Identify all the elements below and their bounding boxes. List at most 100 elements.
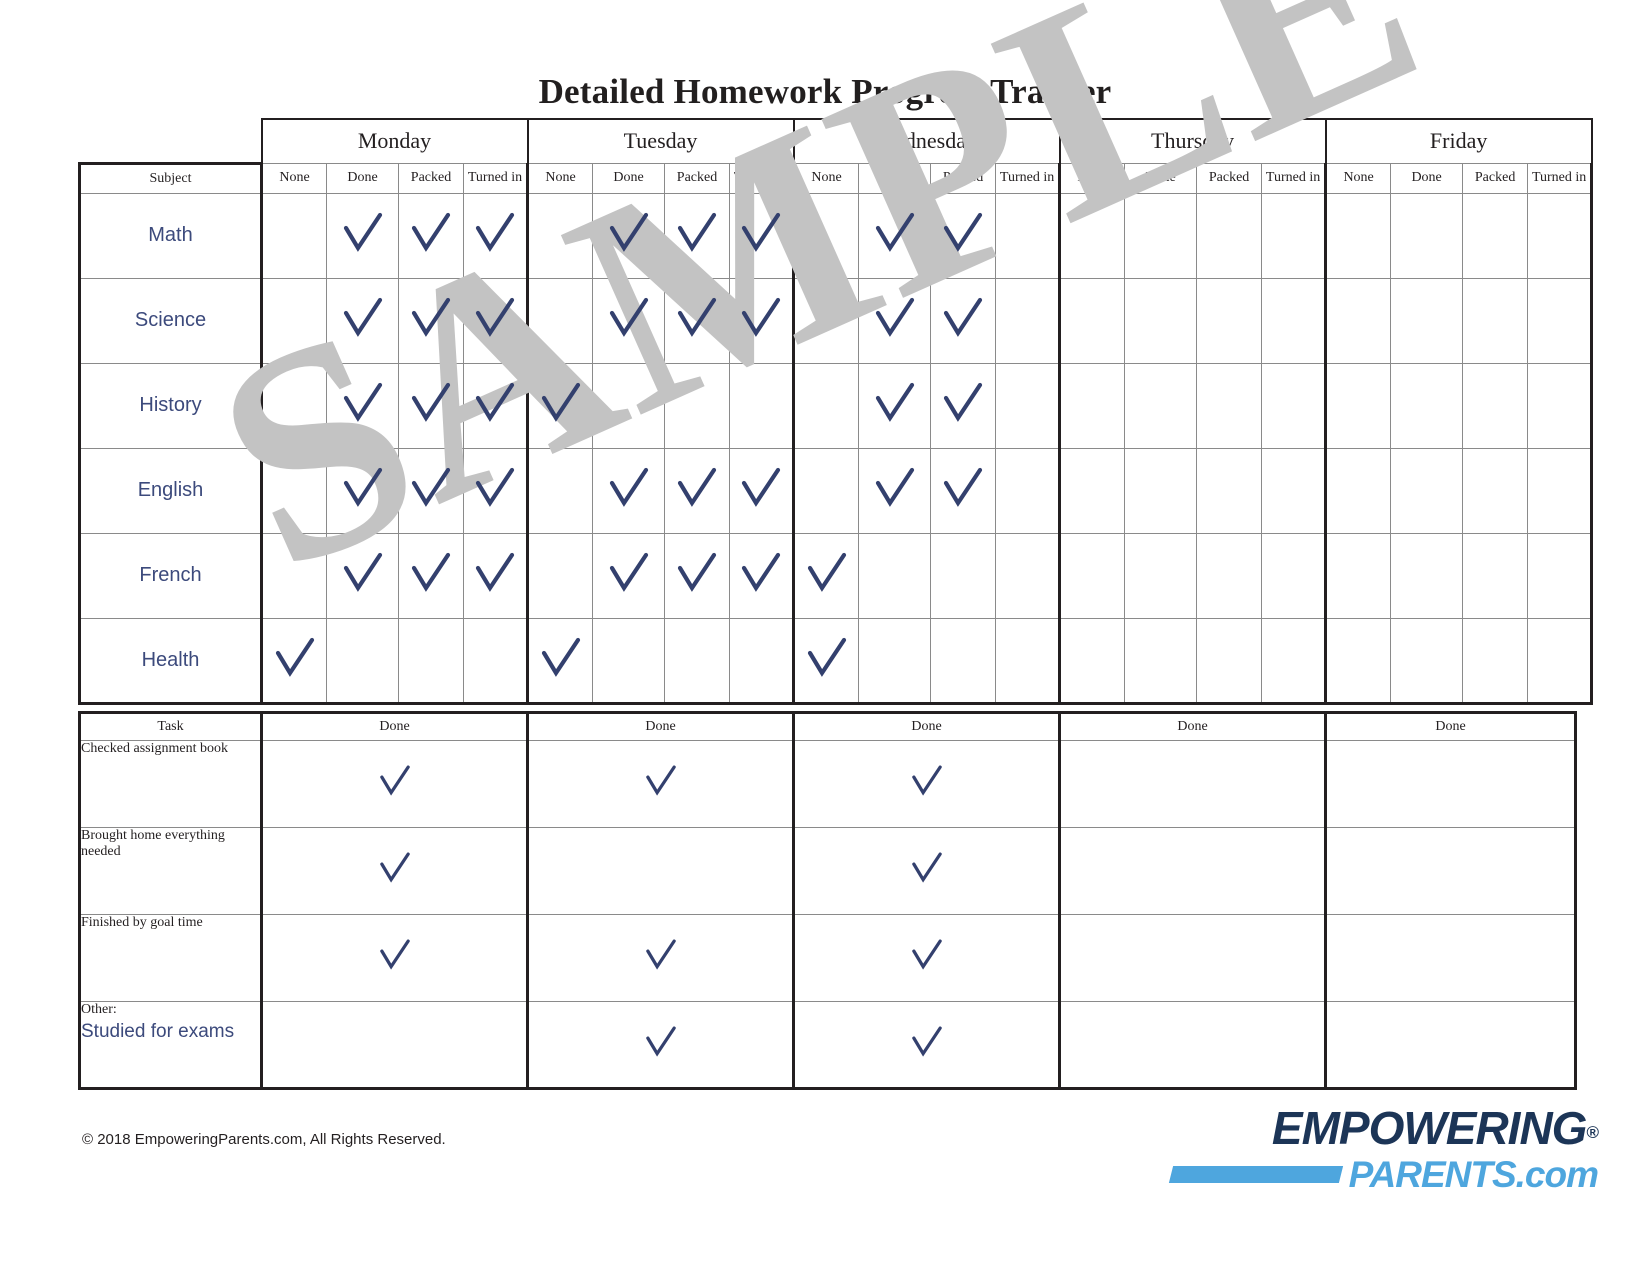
- checkbox-cell-science-friday-packed[interactable]: [1462, 278, 1529, 364]
- checkbox-cell-health-friday-packed[interactable]: [1462, 618, 1529, 705]
- checkbox-cell-health-tuesday-done[interactable]: [592, 618, 666, 705]
- checkbox-cell-math-tuesday-packed[interactable]: [664, 193, 731, 279]
- checkbox-cell-english-tuesday-packed[interactable]: [664, 448, 731, 534]
- checkbox-cell-english-thursday-done[interactable]: [1124, 448, 1198, 534]
- checkbox-cell-history-friday-done[interactable]: [1390, 363, 1464, 449]
- task-checkbox-cell-finished-by-goal-time-tuesday[interactable]: [526, 914, 795, 1002]
- checkbox-cell-science-wednesday-turned-in[interactable]: [995, 278, 1062, 364]
- checkbox-cell-health-friday-none[interactable]: [1324, 618, 1392, 705]
- checkbox-cell-science-wednesday-done[interactable]: [858, 278, 932, 364]
- checkbox-cell-science-friday-done[interactable]: [1390, 278, 1464, 364]
- checkbox-cell-health-thursday-done[interactable]: [1124, 618, 1198, 705]
- task-checkbox-cell-checked-assignment-book-wednesday[interactable]: [792, 740, 1061, 828]
- checkbox-cell-english-friday-none[interactable]: [1324, 448, 1392, 534]
- checkbox-cell-english-tuesday-done[interactable]: [592, 448, 666, 534]
- checkbox-cell-english-friday-turned-in[interactable]: [1527, 448, 1594, 534]
- checkbox-cell-math-thursday-packed[interactable]: [1196, 193, 1263, 279]
- checkbox-cell-health-tuesday-turned-in[interactable]: [729, 618, 796, 705]
- checkbox-cell-english-monday-turned-in[interactable]: [462, 448, 530, 534]
- checkbox-cell-science-friday-none[interactable]: [1324, 278, 1392, 364]
- checkbox-cell-history-friday-packed[interactable]: [1462, 363, 1529, 449]
- task-checkbox-cell-finished-by-goal-time-monday[interactable]: [260, 914, 529, 1002]
- task-checkbox-cell-other-friday[interactable]: [1324, 1001, 1577, 1090]
- checkbox-cell-history-monday-turned-in[interactable]: [462, 363, 530, 449]
- checkbox-cell-math-thursday-done[interactable]: [1124, 193, 1198, 279]
- task-checkbox-cell-brought-home-everything-needed-wednesday[interactable]: [792, 827, 1061, 915]
- task-checkbox-cell-checked-assignment-book-monday[interactable]: [260, 740, 529, 828]
- checkbox-cell-math-thursday-turned-in[interactable]: [1261, 193, 1328, 279]
- checkbox-cell-french-wednesday-done[interactable]: [858, 533, 932, 619]
- checkbox-cell-history-wednesday-packed[interactable]: [930, 363, 997, 449]
- checkbox-cell-english-wednesday-turned-in[interactable]: [995, 448, 1062, 534]
- checkbox-cell-history-thursday-none[interactable]: [1058, 363, 1126, 449]
- checkbox-cell-health-monday-none[interactable]: [260, 618, 327, 705]
- checkbox-cell-health-monday-turned-in[interactable]: [462, 618, 530, 705]
- checkbox-cell-math-wednesday-done[interactable]: [858, 193, 932, 279]
- checkbox-cell-math-thursday-none[interactable]: [1058, 193, 1126, 279]
- checkbox-cell-math-monday-done[interactable]: [326, 193, 399, 279]
- checkbox-cell-english-tuesday-turned-in[interactable]: [729, 448, 796, 534]
- task-checkbox-cell-brought-home-everything-needed-thursday[interactable]: [1058, 827, 1327, 915]
- checkbox-cell-history-wednesday-none[interactable]: [792, 363, 860, 449]
- task-checkbox-cell-other-tuesday[interactable]: [526, 1001, 795, 1090]
- task-checkbox-cell-other-wednesday[interactable]: [792, 1001, 1061, 1090]
- checkbox-cell-health-friday-done[interactable]: [1390, 618, 1464, 705]
- checkbox-cell-science-tuesday-packed[interactable]: [664, 278, 731, 364]
- task-checkbox-cell-checked-assignment-book-friday[interactable]: [1324, 740, 1577, 828]
- task-checkbox-cell-checked-assignment-book-thursday[interactable]: [1058, 740, 1327, 828]
- checkbox-cell-english-thursday-turned-in[interactable]: [1261, 448, 1328, 534]
- checkbox-cell-health-thursday-none[interactable]: [1058, 618, 1126, 705]
- checkbox-cell-english-thursday-none[interactable]: [1058, 448, 1126, 534]
- task-checkbox-cell-finished-by-goal-time-wednesday[interactable]: [792, 914, 1061, 1002]
- checkbox-cell-science-tuesday-done[interactable]: [592, 278, 666, 364]
- checkbox-cell-health-wednesday-packed[interactable]: [930, 618, 997, 705]
- checkbox-cell-health-tuesday-none[interactable]: [526, 618, 594, 705]
- checkbox-cell-science-monday-done[interactable]: [326, 278, 399, 364]
- checkbox-cell-english-tuesday-none[interactable]: [526, 448, 594, 534]
- checkbox-cell-science-tuesday-turned-in[interactable]: [729, 278, 796, 364]
- checkbox-cell-math-monday-none[interactable]: [260, 193, 327, 279]
- checkbox-cell-english-friday-packed[interactable]: [1462, 448, 1529, 534]
- task-checkbox-cell-finished-by-goal-time-friday[interactable]: [1324, 914, 1577, 1002]
- checkbox-cell-math-friday-done[interactable]: [1390, 193, 1464, 279]
- checkbox-cell-science-monday-none[interactable]: [260, 278, 327, 364]
- checkbox-cell-english-monday-none[interactable]: [260, 448, 327, 534]
- checkbox-cell-math-tuesday-none[interactable]: [526, 193, 594, 279]
- checkbox-cell-health-wednesday-done[interactable]: [858, 618, 932, 705]
- checkbox-cell-english-wednesday-packed[interactable]: [930, 448, 997, 534]
- checkbox-cell-health-wednesday-none[interactable]: [792, 618, 860, 705]
- checkbox-cell-french-tuesday-none[interactable]: [526, 533, 594, 619]
- checkbox-cell-english-monday-done[interactable]: [326, 448, 399, 534]
- checkbox-cell-history-monday-done[interactable]: [326, 363, 399, 449]
- checkbox-cell-french-tuesday-turned-in[interactable]: [729, 533, 796, 619]
- checkbox-cell-english-monday-packed[interactable]: [398, 448, 464, 534]
- checkbox-cell-french-tuesday-packed[interactable]: [664, 533, 731, 619]
- checkbox-cell-french-wednesday-none[interactable]: [792, 533, 860, 619]
- checkbox-cell-french-friday-turned-in[interactable]: [1527, 533, 1594, 619]
- checkbox-cell-health-wednesday-turned-in[interactable]: [995, 618, 1062, 705]
- checkbox-cell-french-monday-packed[interactable]: [398, 533, 464, 619]
- task-checkbox-cell-brought-home-everything-needed-tuesday[interactable]: [526, 827, 795, 915]
- checkbox-cell-science-monday-turned-in[interactable]: [462, 278, 530, 364]
- checkbox-cell-math-tuesday-turned-in[interactable]: [729, 193, 796, 279]
- checkbox-cell-french-monday-done[interactable]: [326, 533, 399, 619]
- checkbox-cell-french-wednesday-turned-in[interactable]: [995, 533, 1062, 619]
- checkbox-cell-health-friday-turned-in[interactable]: [1527, 618, 1594, 705]
- checkbox-cell-history-friday-turned-in[interactable]: [1527, 363, 1594, 449]
- checkbox-cell-english-wednesday-none[interactable]: [792, 448, 860, 534]
- checkbox-cell-french-friday-none[interactable]: [1324, 533, 1392, 619]
- checkbox-cell-health-monday-packed[interactable]: [398, 618, 464, 705]
- checkbox-cell-history-tuesday-none[interactable]: [526, 363, 594, 449]
- task-checkbox-cell-finished-by-goal-time-thursday[interactable]: [1058, 914, 1327, 1002]
- checkbox-cell-science-wednesday-packed[interactable]: [930, 278, 997, 364]
- task-checkbox-cell-checked-assignment-book-tuesday[interactable]: [526, 740, 795, 828]
- checkbox-cell-history-wednesday-turned-in[interactable]: [995, 363, 1062, 449]
- checkbox-cell-history-thursday-packed[interactable]: [1196, 363, 1263, 449]
- checkbox-cell-math-friday-turned-in[interactable]: [1527, 193, 1594, 279]
- checkbox-cell-french-thursday-turned-in[interactable]: [1261, 533, 1328, 619]
- checkbox-cell-science-thursday-packed[interactable]: [1196, 278, 1263, 364]
- checkbox-cell-history-tuesday-packed[interactable]: [664, 363, 731, 449]
- checkbox-cell-math-monday-turned-in[interactable]: [462, 193, 530, 279]
- checkbox-cell-math-wednesday-packed[interactable]: [930, 193, 997, 279]
- checkbox-cell-english-thursday-packed[interactable]: [1196, 448, 1263, 534]
